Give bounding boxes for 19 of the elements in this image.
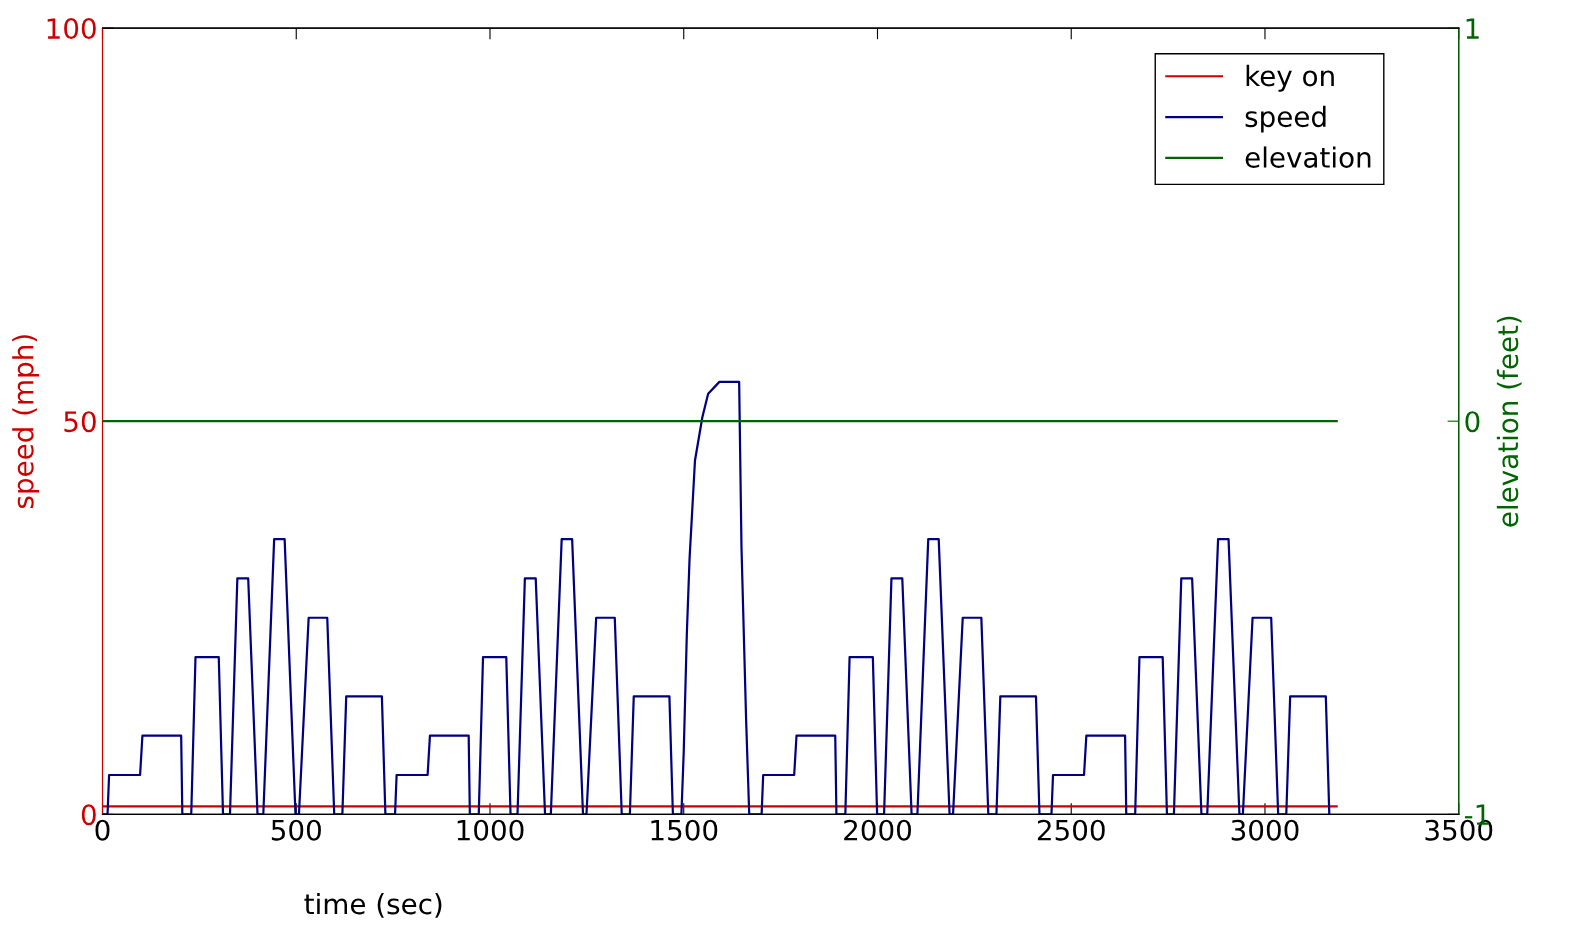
x-tick-label: 3000 (1231, 819, 1299, 841)
legend-label: elevation (1245, 146, 1371, 168)
y-tick-label: 0 (81, 804, 96, 826)
y2-tick-label: 1 (1466, 18, 1479, 39)
x-tick-label: 500 (271, 819, 321, 841)
x-tick-label: 1500 (651, 819, 718, 841)
y-axis-title: speed (mph) (12, 335, 40, 509)
y-tick-label: 50 (64, 411, 96, 433)
x-tick-label: 0 (95, 819, 110, 841)
y2-axis-title: elevation (feet) (1496, 316, 1522, 527)
legend-label: key on (1246, 64, 1334, 92)
x-tick-label: 2500 (1037, 819, 1105, 841)
line-series (102, 380, 1331, 815)
x-axis-title: time (sec) (304, 892, 442, 918)
x-tick-label: 1000 (457, 819, 524, 841)
x-tick-label: 2000 (844, 819, 911, 841)
y2-tick-label: 0 (1465, 411, 1480, 433)
y-tick-label: 100 (47, 18, 96, 40)
legend-label: speed (1245, 105, 1326, 133)
